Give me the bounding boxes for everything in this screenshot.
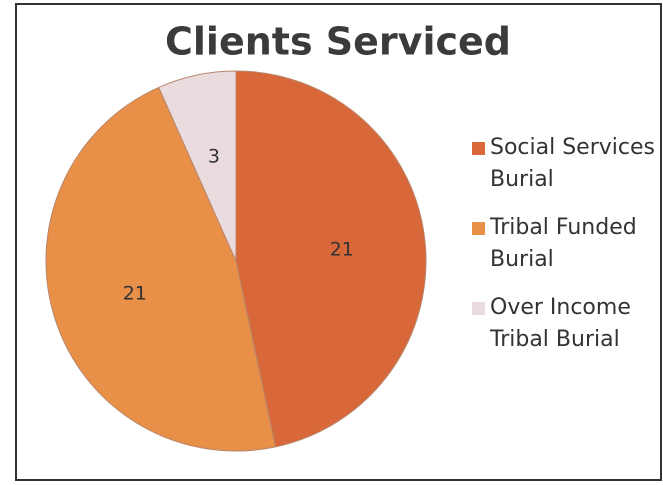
pie-slice [45,86,277,452]
data-label: 3 [208,145,220,167]
frame [15,3,662,481]
legend-entry: Over Income Tribal Burial [470,292,660,356]
legend-entry: Tribal Funded Burial [470,212,660,276]
data-label: 21 [123,282,147,304]
legend-label: Over Income Tribal Burial [490,295,631,352]
pie-slice [158,70,237,262]
legend-swatch [472,222,485,235]
pie-slice [235,70,427,448]
data-label: 21 [330,238,354,260]
legend-swatch [472,302,485,315]
legend-label: Tribal Funded Burial [490,215,637,272]
legend-swatch [472,142,485,155]
chart-title: Clients Serviced [165,20,511,64]
legend-label: Social Services Burial [490,135,655,192]
legend-entry: Social Services Burial [470,132,660,196]
